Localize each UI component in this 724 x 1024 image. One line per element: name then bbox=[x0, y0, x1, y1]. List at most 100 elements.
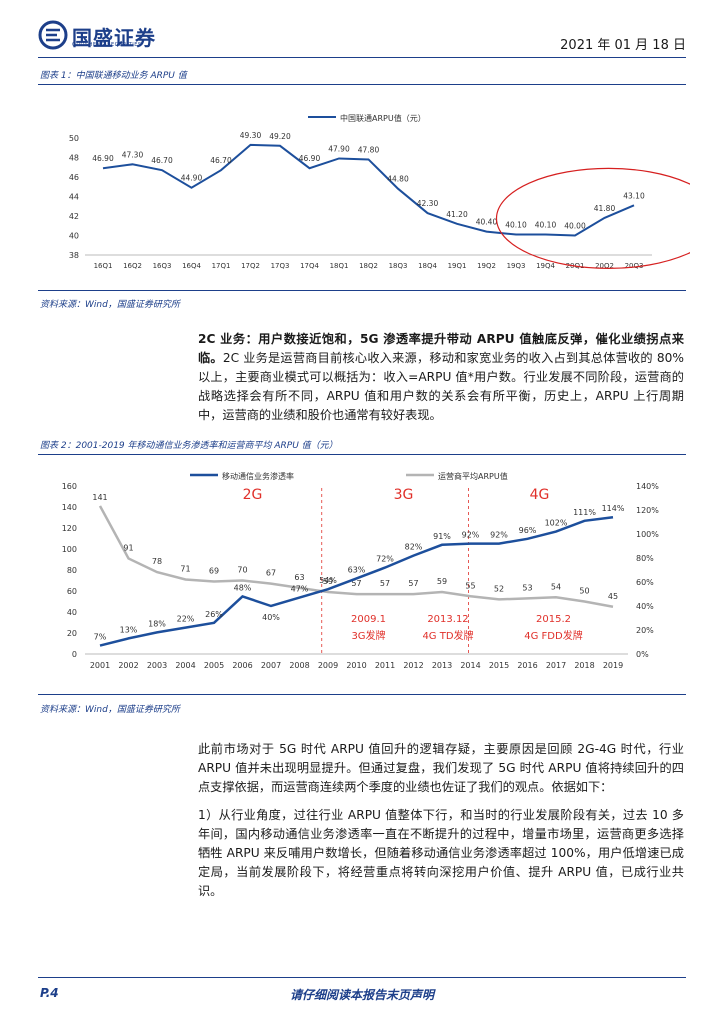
right-y-tick-label: 0% bbox=[636, 650, 649, 659]
x-tick-label: 17Q4 bbox=[300, 262, 319, 270]
data-label-arpu: 91 bbox=[123, 543, 133, 552]
x-tick-label: 2002 bbox=[118, 661, 138, 670]
left-y-tick-label: 120 bbox=[62, 524, 77, 533]
x-tick-label: 2016 bbox=[517, 661, 537, 670]
data-label-arpu: 50 bbox=[579, 587, 589, 596]
data-label-arpu: 41.80 bbox=[594, 204, 616, 213]
data-label-penetration: 72% bbox=[376, 555, 394, 564]
x-tick-label: 2019 bbox=[603, 661, 623, 670]
data-label-penetration: 92% bbox=[490, 531, 508, 540]
x-tick-label: 19Q1 bbox=[448, 262, 467, 270]
report-date: 2021 年 01 月 18 日 bbox=[560, 38, 686, 53]
data-label-penetration: 48% bbox=[234, 583, 252, 592]
data-label-arpu: 40.00 bbox=[564, 222, 586, 231]
series-line-arpu bbox=[98, 505, 614, 608]
x-tick-label: 20Q3 bbox=[625, 262, 644, 270]
data-label-arpu: 46.70 bbox=[151, 156, 173, 165]
data-label-arpu: 49.20 bbox=[269, 132, 291, 141]
x-tick-label: 18Q4 bbox=[418, 262, 437, 270]
right-y-tick-label: 60% bbox=[636, 578, 654, 587]
data-label-arpu: 69 bbox=[209, 567, 219, 576]
data-label-arpu: 67 bbox=[266, 569, 276, 578]
series-line-arpu bbox=[102, 143, 635, 237]
series-line-penetration bbox=[99, 515, 614, 647]
page-number: P.4 bbox=[40, 986, 59, 1000]
data-label-penetration: 92% bbox=[462, 531, 480, 540]
x-tick-label: 19Q3 bbox=[507, 262, 526, 270]
license-note-label: 3G发牌 bbox=[351, 629, 385, 642]
data-label-arpu: 40.10 bbox=[535, 221, 557, 230]
data-label-arpu: 57 bbox=[351, 579, 361, 588]
data-label-arpu: 44.90 bbox=[181, 174, 203, 183]
paragraph-industry-view: 1）从行业角度，过往行业 ARPU 值整体下行，和当时的行业发展阶段有关，过去 … bbox=[198, 808, 684, 898]
data-label-arpu: 78 bbox=[152, 557, 162, 566]
license-note-label: 4G FDD发牌 bbox=[524, 629, 582, 642]
x-tick-label: 2008 bbox=[289, 661, 309, 670]
data-label-arpu: 70 bbox=[237, 566, 247, 575]
y-tick-label: 40 bbox=[69, 232, 79, 241]
data-label-arpu: 57 bbox=[408, 579, 418, 588]
figure1-top-rule bbox=[38, 84, 686, 85]
left-y-tick-label: 40 bbox=[67, 608, 77, 617]
x-tick-label: 19Q2 bbox=[477, 262, 496, 270]
right-y-tick-label: 40% bbox=[636, 602, 654, 611]
data-label-penetration: 91% bbox=[433, 532, 451, 541]
y-tick-label: 48 bbox=[69, 154, 79, 163]
x-tick-label: 2015 bbox=[489, 661, 509, 670]
figure1-title: 图表 1：中国联通移动业务 ARPU 值 bbox=[40, 71, 187, 81]
data-label-arpu: 46.70 bbox=[210, 156, 232, 165]
right-y-tick-label: 120% bbox=[636, 506, 659, 515]
x-tick-label: 17Q3 bbox=[271, 262, 290, 270]
data-label-arpu: 40.40 bbox=[476, 218, 498, 227]
y-tick-label: 42 bbox=[69, 212, 79, 221]
data-label-arpu: 43.10 bbox=[623, 191, 645, 200]
x-tick-label: 2012 bbox=[403, 661, 423, 670]
footer-rule bbox=[38, 977, 686, 978]
x-tick-label: 2014 bbox=[460, 661, 480, 670]
figure1-bottom-rule bbox=[38, 290, 686, 291]
data-label-arpu: 45 bbox=[608, 592, 618, 601]
data-label-arpu: 40.10 bbox=[505, 221, 527, 230]
legend-label-arpu: 运营商平均ARPU值 bbox=[438, 471, 508, 481]
disclaimer-note: 请仔细阅读本报告末页声明 bbox=[289, 988, 434, 1002]
left-y-tick-label: 60 bbox=[67, 587, 77, 596]
x-tick-label: 16Q3 bbox=[153, 262, 172, 270]
data-label-penetration: 102% bbox=[545, 519, 568, 528]
data-label-arpu: 71 bbox=[180, 564, 190, 573]
penetration-arpu-chart: 移动通信业务渗透率 运营商平均ARPU值 0 20 40 60 80 100 120 140 160… bbox=[62, 471, 660, 670]
right-y-tick-label: 20% bbox=[636, 626, 654, 635]
x-tick-label: 2007 bbox=[261, 661, 281, 670]
x-tick-label: 16Q2 bbox=[123, 262, 142, 270]
data-label-arpu: 47.90 bbox=[328, 144, 350, 153]
x-tick-label: 20Q2 bbox=[595, 262, 614, 270]
left-y-tick-label: 140 bbox=[62, 503, 77, 512]
data-label-penetration: 40% bbox=[262, 613, 280, 622]
license-date-label: 2015.2 bbox=[536, 614, 571, 625]
data-label-penetration: 13% bbox=[120, 625, 138, 634]
x-tick-label: 2001 bbox=[90, 661, 110, 670]
data-label-penetration: 63% bbox=[348, 565, 366, 574]
data-label-arpu: 54 bbox=[551, 582, 561, 591]
x-tick-label: 19Q4 bbox=[536, 262, 555, 270]
data-label-arpu: 59 bbox=[437, 577, 447, 586]
x-tick-label: 18Q3 bbox=[389, 262, 408, 270]
data-label-arpu: 47.30 bbox=[122, 150, 144, 159]
y-tick-label: 46 bbox=[69, 173, 79, 182]
paragraph-body: 2C 业务是运营商目前核心收入来源，移动和家宽业务的收入占到其总体营收的 80%… bbox=[198, 351, 684, 422]
paragraph-2c-business: 2C 业务：用户数接近饱和，5G 渗透率提升带动 ARPU 值触底反弹，催化业绩… bbox=[198, 330, 684, 425]
paragraph-lead: 2C 业务：用户数接近饱和，5G 渗透率提升带动 ARPU 值触底反弹，催化业绩… bbox=[198, 332, 684, 365]
data-label-penetration: 26% bbox=[205, 610, 223, 619]
data-label-penetration: 82% bbox=[405, 543, 423, 552]
x-tick-label: 2018 bbox=[574, 661, 594, 670]
rebound-highlight-ellipse bbox=[495, 167, 690, 269]
data-label-arpu: 41.20 bbox=[446, 210, 468, 219]
x-tick-label: 18Q2 bbox=[359, 262, 378, 270]
data-label-arpu: 42.30 bbox=[417, 199, 439, 208]
data-label-arpu: 52 bbox=[494, 584, 504, 593]
data-label-arpu: 44.80 bbox=[387, 175, 409, 184]
left-y-tick-label: 160 bbox=[62, 482, 77, 491]
era-label-3g: 3G bbox=[394, 487, 414, 503]
data-label-arpu: 141 bbox=[92, 493, 107, 502]
y-tick-label: 38 bbox=[69, 251, 79, 260]
data-label-penetration: 54% bbox=[319, 576, 337, 585]
